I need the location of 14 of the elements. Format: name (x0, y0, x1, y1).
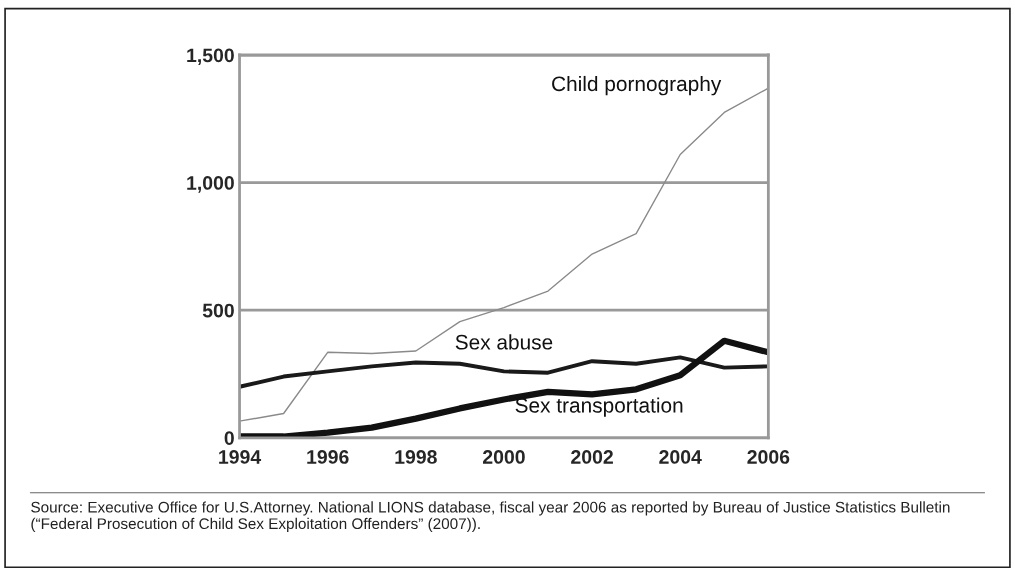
x-tick-label: 2006 (747, 450, 790, 464)
x-tick-label: 2000 (483, 450, 525, 464)
x-tick-label: 2004 (659, 450, 702, 464)
series-label: Child pornography (552, 75, 722, 96)
x-tick-label: 1994 (219, 450, 262, 464)
x-tick-label: 1998 (395, 450, 437, 464)
y-tick-label: 1,500 (187, 48, 234, 66)
series-label: Sex abuse (455, 334, 553, 350)
y-tick-label: 0 (224, 431, 234, 446)
x-tick-label: 1996 (307, 450, 349, 464)
source-note: Source: Executive Office for U.S.Attorney. National LIONS database, fiscal year 2006 as reported by Bureau of Justice Statistics Bulletin (“Federal Prosecution of Child Sex Exploitation Offenders” (2007)). (31, 501, 950, 533)
y-tick-label: 500 (202, 303, 234, 318)
x-tick-label: 2002 (571, 450, 613, 464)
y-tick-label: 1,000 (187, 176, 234, 193)
